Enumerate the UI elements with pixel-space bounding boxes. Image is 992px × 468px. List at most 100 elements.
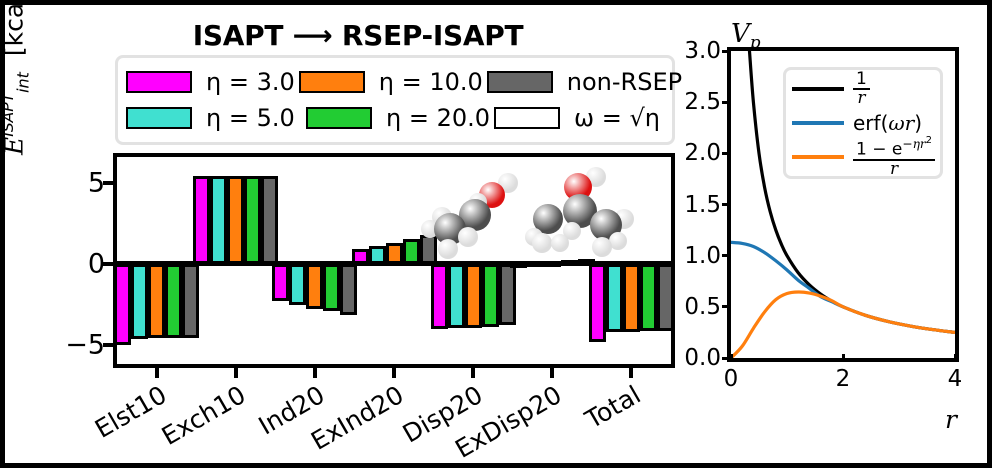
bar-exind20-5.0 [368,245,386,264]
rp-legend-line-coulomb [792,87,844,91]
bar-elst10-5.0 [131,263,149,339]
bar-y-tick-label-2: −5 [65,329,105,361]
bar-y-tick-mark-1 [103,261,113,266]
bar-exdisp20-5.0 [526,261,544,268]
y-label-symbol: E [0,136,29,155]
bar-exch10-3.0 [193,176,211,264]
bar-chart-legend: η = 3.0 η = 10.0 non-RSEP η = 5.0 η = 20… [115,55,682,145]
bar-y-tick-label-0: 5 [87,167,105,199]
bar-exch10-10.0 [227,175,245,264]
right-panel-y-axis-label: Vp [731,19,761,52]
bar-elst10-20.0 [165,263,183,339]
legend-swatch-eta-10 [298,71,365,93]
rp-y-tick-label-2: 2.0 [684,140,721,167]
bar-exdisp20-10.0 [543,260,561,267]
bar-total-3.0 [588,263,606,343]
bar-exch10-nonrsep [261,176,279,264]
rp-legend-label-gaussian: 1 − e−ηr2 r [853,136,936,178]
atom-hydrogen [532,233,552,253]
legend-entry-omega: ω = √η [494,104,664,132]
legend-swatch-eta-5 [126,107,192,129]
bar-exind20-20.0 [402,239,420,264]
y-label-subscript: int [13,72,33,93]
bar-chart-y-axis-label: EISAPTint [kcal/mol] [0,5,33,155]
bar-total-nonrsep [656,263,674,331]
bar-y-tick-mark-2 [103,342,113,347]
rp-y-tick-label-6: 0.0 [684,345,721,371]
legend-swatch-omega-open [494,107,561,129]
atom-hydrogen [458,227,478,247]
legend-label-eta-20: η = 20.0 [386,104,491,132]
molecule-inset-image [420,157,645,272]
legend-entry-eta-3: η = 3.0 [126,68,299,96]
bar-exind20-3.0 [351,249,369,264]
zero-baseline [117,261,671,267]
bar-disp20-5.0 [447,263,465,329]
rp-y-tick-mark-3 [722,203,731,206]
vp-symbol: V [731,19,750,49]
legend-label-eta-5: η = 5.0 [206,104,295,132]
bar-disp20-3.0 [430,263,448,330]
bar-exch10-5.0 [210,176,228,264]
atom-hydrogen [551,234,569,252]
curve-1err [731,290,955,358]
rp-legend-entry-gaussian: 1 − e−ηr2 r [792,136,936,177]
rp-y-tick-mark-6 [722,356,731,360]
bar-ind20-5.0 [289,263,307,305]
bar-x-tick-mark-0 [154,364,159,378]
bar-exdisp20-20.0 [560,259,578,266]
y-label-units: [kcal/mol] [5,5,28,56]
atom-hydrogen [438,239,458,259]
legend-entry-non-rsep: non-RSEP [486,68,686,96]
bar-x-tick-mark-1 [233,364,238,378]
rp-legend-line-gaussian [792,155,844,159]
bar-exch10-20.0 [244,176,262,264]
bar-exind20-10.0 [385,242,403,264]
rp-x-tick-mark-0 [729,354,733,362]
rp-y-tick-mark-0 [722,49,731,53]
bar-x-tick-mark-3 [392,364,396,378]
bar-total-20.0 [639,263,657,332]
rp-x-tick-label-0: 0 [723,366,739,392]
legend-label-eta-10: η = 10.0 [378,68,483,96]
rp-y-tick-mark-4 [722,254,731,258]
legend-label-eta-3: η = 3.0 [206,68,295,96]
legend-swatch-eta-3 [126,71,192,93]
rp-legend-label-erf: erf(ωr) [853,111,923,135]
bar-x-tick-mark-6 [629,364,634,378]
bar-x-tick-mark-5 [550,364,555,378]
vp-subscript: p [749,32,761,53]
rp-y-tick-mark-1 [722,100,731,104]
legend-label-non-rsep: non-RSEP [566,68,683,96]
potential-curves-svg [731,51,955,358]
rp-y-tick-label-0: 3.0 [684,38,721,64]
rp-x-tick-label-1: 2 [835,366,851,392]
bar-elst10-3.0 [114,263,132,345]
bar-x-tick-mark-4 [471,364,476,378]
rp-x-tick-mark-2 [953,354,957,362]
legend-entry-eta-20: η = 20.0 [306,104,494,132]
atom-hydrogen [563,222,581,240]
legend-label-omega: ω = √η [574,104,660,132]
bar-y-tick-mark-0 [103,180,113,185]
bar-disp20-10.0 [464,263,482,328]
rp-y-tick-mark-2 [722,151,731,155]
bar-elst10-10.0 [148,263,166,339]
rp-y-tick-label-4: 1.0 [684,242,721,269]
bar-x-tick-mark-2 [312,364,317,378]
atom-hydrogen [609,232,627,250]
right-panel-x-axis-label: r [945,405,957,434]
atom-hydrogen [592,237,612,257]
rp-x-tick-mark-1 [841,354,845,362]
bar-exind20-nonrsep [419,234,437,264]
legend-entry-eta-5: η = 5.0 [126,104,306,132]
legend-entry-eta-10: η = 10.0 [298,68,487,96]
figure-title: ISAPT ⟶ RSEP-ISAPT [192,19,524,52]
rp-legend-line-erf [792,121,844,125]
rp-x-tick-label-2: 4 [947,366,963,392]
bar-ind20-nonrsep [340,263,358,315]
